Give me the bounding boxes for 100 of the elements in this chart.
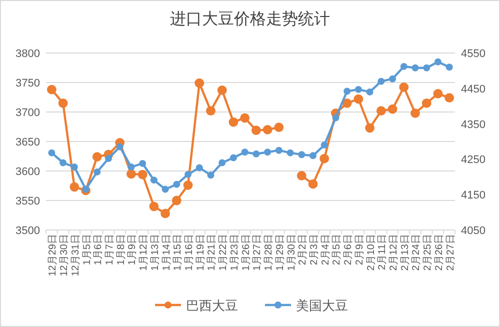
point	[228, 117, 238, 127]
x-tick-label: 1月21日	[206, 234, 218, 271]
x-tick-label: 2月4日	[320, 234, 332, 266]
point	[344, 88, 351, 95]
x-tick-label: 1月28日	[264, 234, 275, 271]
y2-tick-label: 4350	[461, 118, 486, 131]
point	[82, 186, 90, 193]
point	[116, 143, 124, 150]
x-tick-label: 1月29日	[274, 234, 286, 271]
point	[173, 180, 180, 188]
y-tick-label: 3650	[16, 136, 40, 148]
point	[138, 170, 148, 180]
point	[262, 125, 272, 134]
point	[70, 163, 78, 170]
x-tick-label: 2月10日	[366, 234, 377, 271]
point	[423, 64, 430, 72]
point	[128, 163, 135, 170]
point	[92, 152, 102, 162]
point	[308, 179, 318, 189]
point	[264, 148, 272, 156]
x-tick-label: 12月30日	[59, 234, 70, 276]
x-tick-label: 2月6日	[343, 234, 354, 266]
point	[309, 152, 316, 160]
point	[320, 154, 330, 164]
x-tick-label: 2月9日	[354, 234, 366, 266]
legend-label: 美国大豆	[296, 298, 348, 313]
y-tick-label: 3700	[16, 107, 40, 119]
x-tick-label: 1月14日	[161, 234, 172, 271]
point	[194, 78, 204, 88]
point	[389, 75, 396, 82]
point	[251, 126, 261, 135]
legend-label: 巴西大豆	[186, 298, 238, 313]
point	[217, 85, 227, 95]
x-tick-label: 1月30日	[286, 234, 298, 271]
point	[275, 146, 282, 154]
point	[410, 108, 420, 118]
point	[139, 160, 146, 167]
point	[241, 148, 248, 156]
point	[206, 106, 216, 116]
point	[207, 172, 214, 179]
point	[298, 151, 306, 158]
point	[296, 171, 306, 180]
x-tick-label: 2月25日	[422, 234, 434, 271]
point	[400, 62, 408, 70]
y-tick-label: 3750	[16, 78, 40, 90]
point	[434, 58, 442, 66]
x-tick-label: 1月5日	[82, 234, 93, 266]
x-tick-label: 1月6日	[93, 234, 104, 266]
point	[162, 186, 169, 193]
point	[444, 93, 454, 103]
point	[183, 180, 193, 190]
x-tick-label: 1月7日	[104, 234, 116, 266]
point	[354, 86, 362, 93]
x-tick-label: 1月26日	[240, 234, 252, 271]
x-tick-label: 1月19日	[195, 234, 206, 271]
x-tick-label: 1月15日	[172, 234, 184, 271]
point	[446, 64, 453, 71]
y2-tick-label: 4250	[461, 154, 486, 166]
point	[240, 113, 250, 123]
point	[70, 182, 80, 192]
x-tick-label: 1月9日	[127, 234, 138, 266]
point	[184, 170, 192, 178]
y2-tick-label: 4550	[461, 48, 486, 60]
point	[196, 164, 203, 172]
x-tick-label: 2月11日	[377, 234, 388, 270]
y-tick-label: 3550	[16, 196, 40, 208]
x-tick-label: 2月5日	[332, 234, 343, 266]
point	[150, 176, 158, 184]
chart-title: 进口大豆价格走势统计	[170, 10, 330, 28]
point	[332, 114, 340, 122]
x-tick-label: 2月13日	[400, 234, 411, 271]
point	[412, 64, 419, 72]
point	[354, 94, 364, 104]
point	[376, 106, 386, 116]
x-tick-label: 2月12日	[388, 234, 400, 271]
point	[60, 159, 67, 166]
point	[218, 159, 226, 166]
point	[58, 98, 68, 108]
x-tick-label: 2月24日	[411, 234, 422, 271]
point	[378, 78, 385, 85]
point	[126, 169, 136, 179]
y-tick-label: 3800	[16, 48, 40, 60]
y2-tick-label: 4450	[461, 83, 486, 96]
point	[48, 149, 56, 156]
x-tick-label: 1月13日	[150, 234, 161, 271]
point	[399, 82, 409, 92]
y-tick-label: 3500	[16, 225, 40, 237]
x-tick-label: 2月26日	[434, 234, 445, 271]
point	[286, 149, 294, 156]
x-tick-label: 2月27日	[445, 234, 456, 271]
y2-tick-label: 4150	[461, 190, 486, 202]
point	[46, 84, 56, 94]
x-tick-label: 2月3日	[308, 234, 320, 266]
point	[388, 104, 398, 114]
x-tick-label: 12月29日	[48, 234, 59, 276]
point	[149, 202, 159, 212]
x-tick-label: 12月31日	[70, 234, 82, 276]
point	[342, 98, 352, 108]
point	[320, 142, 328, 149]
point	[252, 150, 260, 158]
